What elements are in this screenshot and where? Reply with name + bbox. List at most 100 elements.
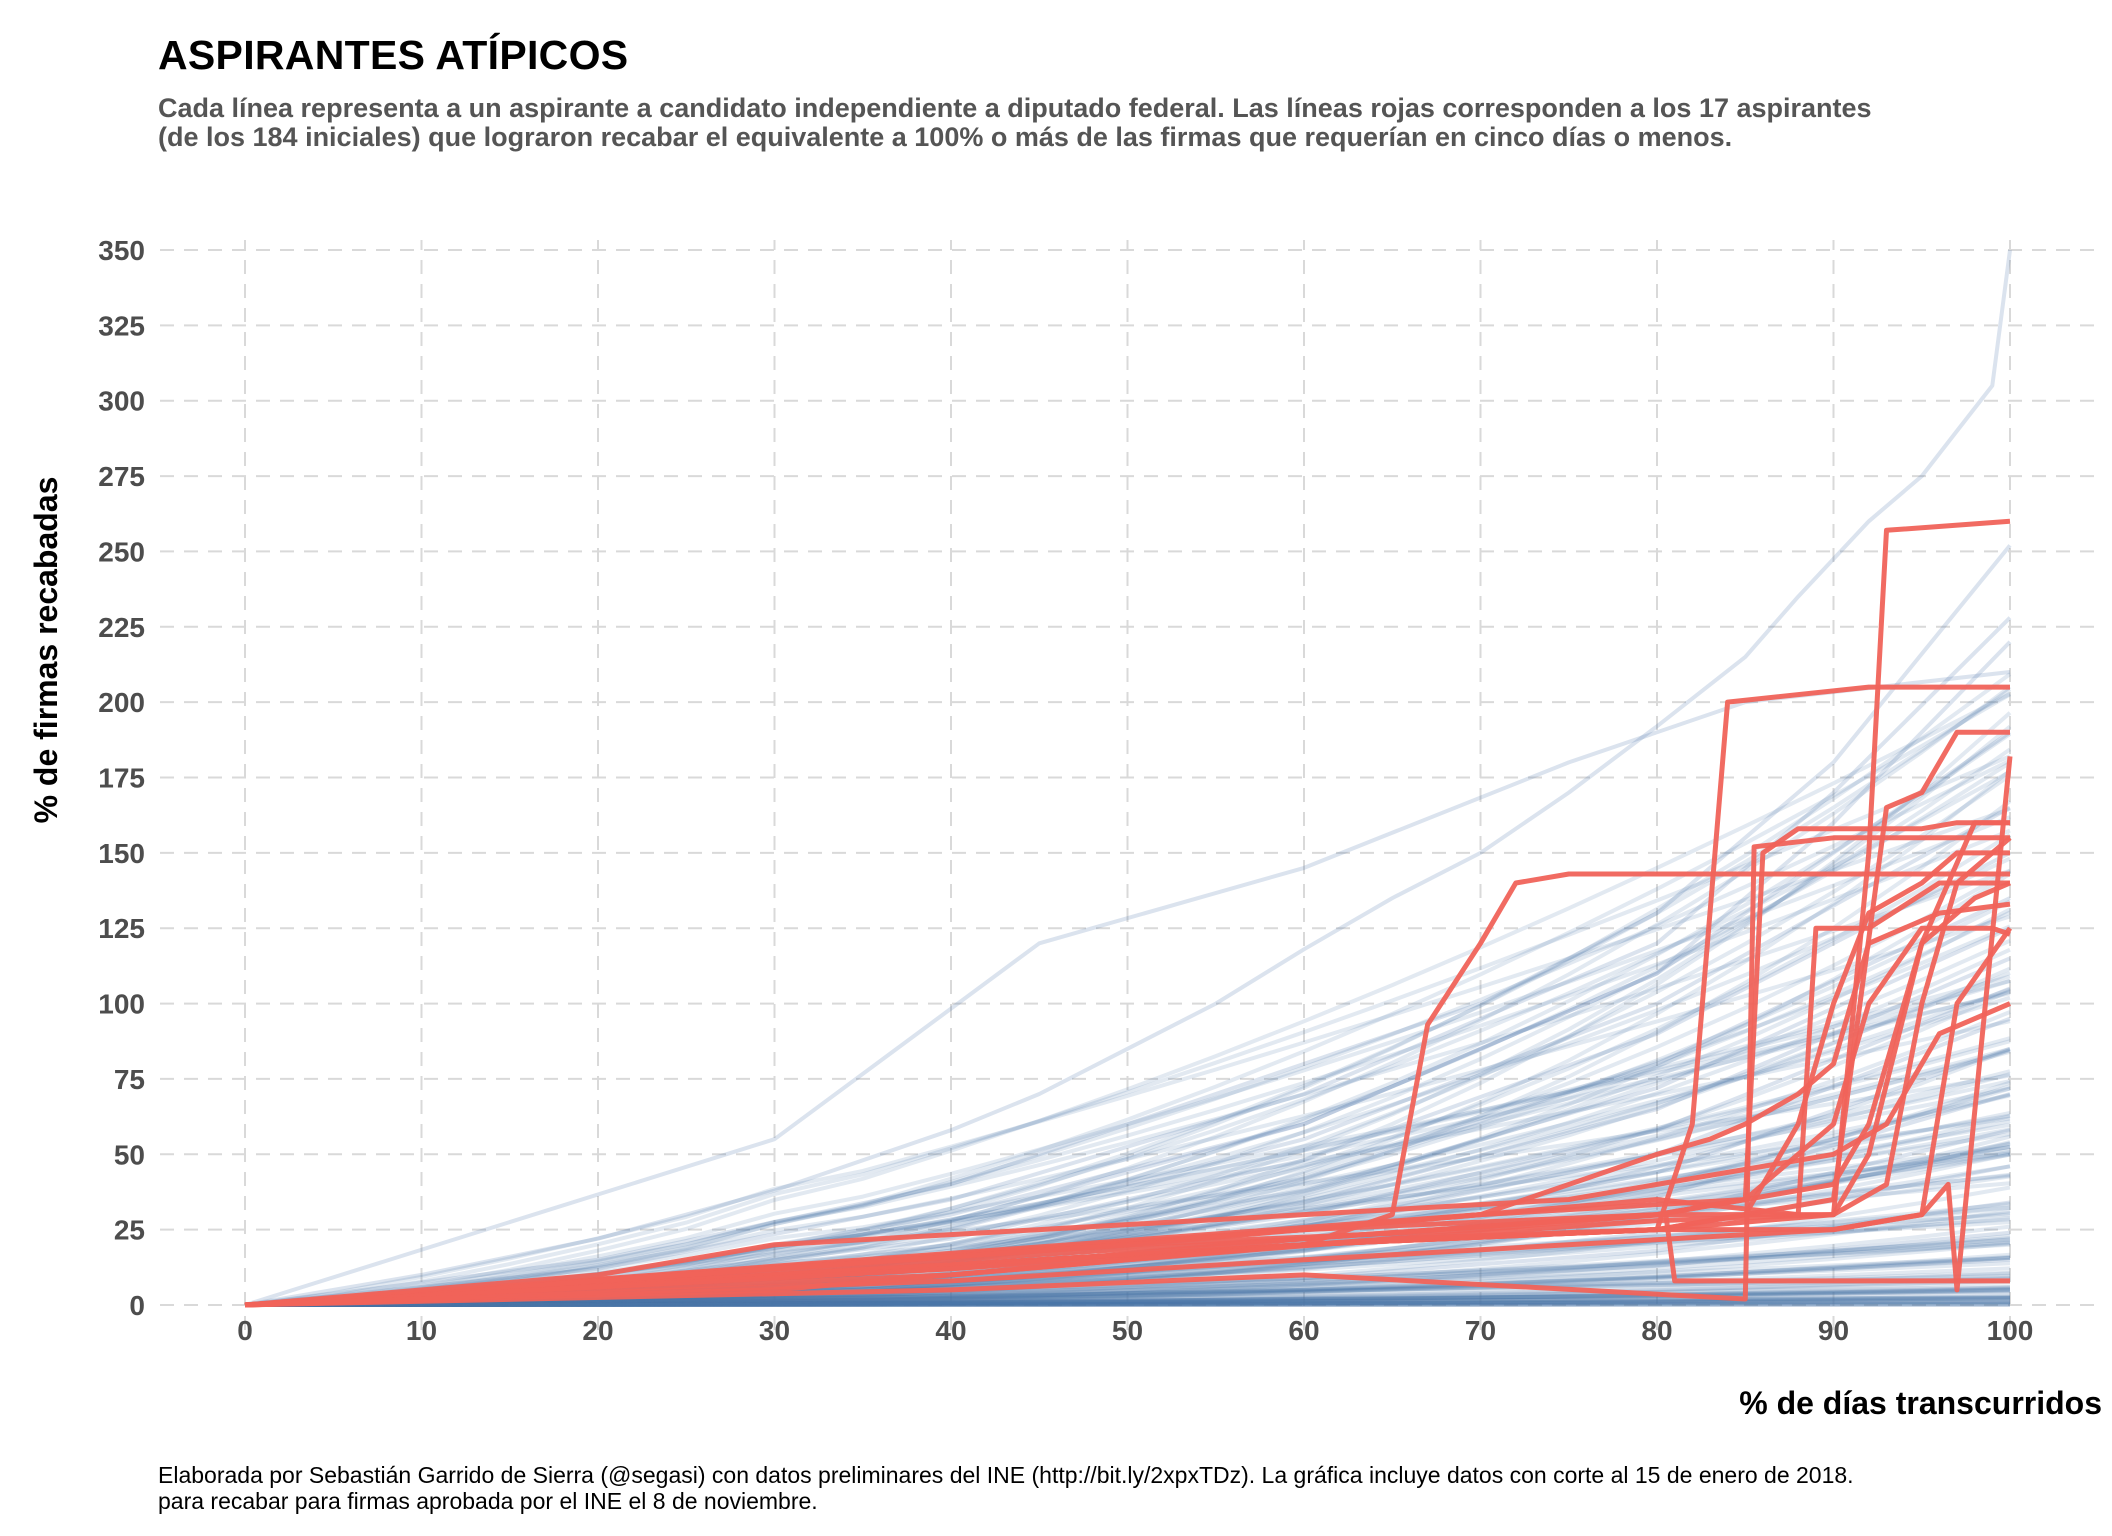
background-series-line: [244, 868, 2011, 1307]
background-series-line: [245, 1296, 2011, 1307]
background-series-line: [245, 1302, 2010, 1307]
background-series-line: [244, 1284, 2011, 1307]
background-series-line: [244, 1237, 2011, 1307]
background-series-line: [244, 1257, 2011, 1307]
highlight-series-line: [244, 1001, 2011, 1308]
x-tick-label: 80: [1641, 1315, 1672, 1346]
caption: Elaborada por Sebastián Garrido de Sierr…: [158, 1462, 2098, 1514]
background-series-line: [244, 616, 2012, 1307]
x-tick-label: 0: [237, 1315, 253, 1346]
background-series-line: [245, 1271, 2011, 1307]
background-series-line: [244, 754, 2011, 1307]
background-series-line: [244, 1277, 2011, 1307]
background-series-line: [244, 1114, 2011, 1307]
background-series-line: [245, 1185, 2011, 1307]
background-series-line: [244, 1256, 2011, 1307]
background-series-line: [245, 1288, 2011, 1307]
background-series-line: [245, 1285, 2011, 1307]
background-series-line: [244, 815, 2011, 1307]
background-series-line: [244, 1278, 2011, 1307]
y-tick-label: 150: [98, 838, 145, 869]
caption-line-2: para recabar para firmas aprobada por el…: [158, 1488, 818, 1514]
y-tick-label: 0: [129, 1290, 145, 1321]
x-tick-label: 30: [759, 1315, 790, 1346]
y-tick-label: 350: [98, 235, 145, 266]
x-tick-label: 20: [582, 1315, 613, 1346]
highlight-series-line: [244, 926, 2013, 1308]
y-tick-label: 25: [114, 1215, 145, 1246]
background-series-line: [245, 1256, 2011, 1307]
y-axis-ticks: 0 25 50 75 100 125 150 175 200 225 250 275 300 325 350: [98, 235, 145, 1321]
background-series-line: [245, 1234, 2011, 1307]
background-series-line: [245, 1254, 2011, 1307]
background-series-line: [244, 249, 2012, 1307]
background-series-line: [244, 914, 2011, 1307]
x-tick-label: 90: [1818, 1315, 1849, 1346]
y-tick-label: 200: [98, 687, 145, 718]
background-series-line: [244, 1241, 2011, 1307]
background-series-line: [244, 1216, 2011, 1307]
y-axis-label: % de firmas recabadas: [28, 476, 64, 824]
background-series-line: [245, 1301, 2011, 1307]
background-series-line: [245, 1301, 2011, 1307]
y-tick-label: 50: [114, 1139, 145, 1170]
background-series-line: [244, 1261, 2011, 1307]
y-tick-label: 325: [98, 310, 145, 341]
x-tick-label: 70: [1465, 1315, 1496, 1346]
background-series-line: [245, 1300, 2011, 1307]
background-series-line: [244, 1255, 2011, 1307]
y-tick-label: 100: [98, 989, 145, 1020]
background-series-line: [244, 828, 2011, 1307]
background-series-line: [244, 991, 2011, 1307]
y-tick-label: 300: [98, 386, 145, 417]
highlight-series-line: [244, 835, 2010, 1308]
background-series-line: [244, 1047, 2011, 1307]
background-series-line: [244, 1289, 2011, 1307]
background-series-line: [245, 1252, 2011, 1307]
caption-line-1: Elaborada por Sebastián Garrido de Sierr…: [158, 1462, 1854, 1488]
background-series-line: [245, 1296, 2011, 1307]
chart-subtitle: Cada línea representa a un aspirante a c…: [158, 93, 1872, 152]
x-tick-label: 10: [406, 1315, 437, 1346]
highlight-series-line: [244, 1212, 2010, 1308]
chart-title: ASPIRANTES ATÍPICOS: [158, 32, 629, 78]
background-series-line: [245, 1298, 2011, 1307]
background-series-line: [245, 1299, 2011, 1307]
background-series-line: [244, 1287, 2011, 1307]
background-series-line: [244, 1276, 2011, 1307]
background-series-line: [245, 1280, 2011, 1307]
background-series-line: [245, 1209, 2011, 1307]
background-series-line: [245, 1241, 2011, 1307]
y-tick-label: 275: [98, 461, 145, 492]
background-series-line: [245, 1224, 2011, 1307]
background-series-line: [245, 1298, 2011, 1307]
highlight-series-line: [244, 756, 2013, 1308]
background-series-line: [245, 1296, 2011, 1307]
background-series-line: [244, 758, 2011, 1307]
y-tick-label: 175: [98, 763, 145, 794]
background-series-line: [245, 1275, 2011, 1307]
background-series-line: [244, 544, 2012, 1307]
x-axis-label: % de días transcurridos: [1739, 1385, 2102, 1421]
grid-lines: [160, 240, 2100, 1330]
y-tick-label: 125: [98, 913, 145, 944]
x-tick-label: 100: [1987, 1315, 2034, 1346]
background-series-line: [244, 807, 2011, 1307]
highlight-series-lines: [244, 518, 2013, 1308]
background-series-line: [244, 1152, 2011, 1307]
y-tick-label: 225: [98, 612, 145, 643]
background-series-line: [244, 1236, 2011, 1307]
background-series-line: [245, 1240, 2011, 1307]
x-axis-ticks: 0 10 20 30 40 50 60 70 80 90 100: [237, 1315, 2033, 1346]
background-series-line: [245, 1286, 2011, 1307]
x-tick-label: 40: [935, 1315, 966, 1346]
highlight-series-line: [244, 880, 2010, 1308]
background-series-line: [244, 1300, 2011, 1307]
y-tick-label: 250: [98, 536, 145, 567]
x-tick-label: 50: [1112, 1315, 1143, 1346]
background-series-line: [245, 1285, 2011, 1307]
x-tick-label: 60: [1288, 1315, 1319, 1346]
background-series-line: [244, 1086, 2011, 1307]
y-tick-label: 75: [114, 1064, 145, 1095]
